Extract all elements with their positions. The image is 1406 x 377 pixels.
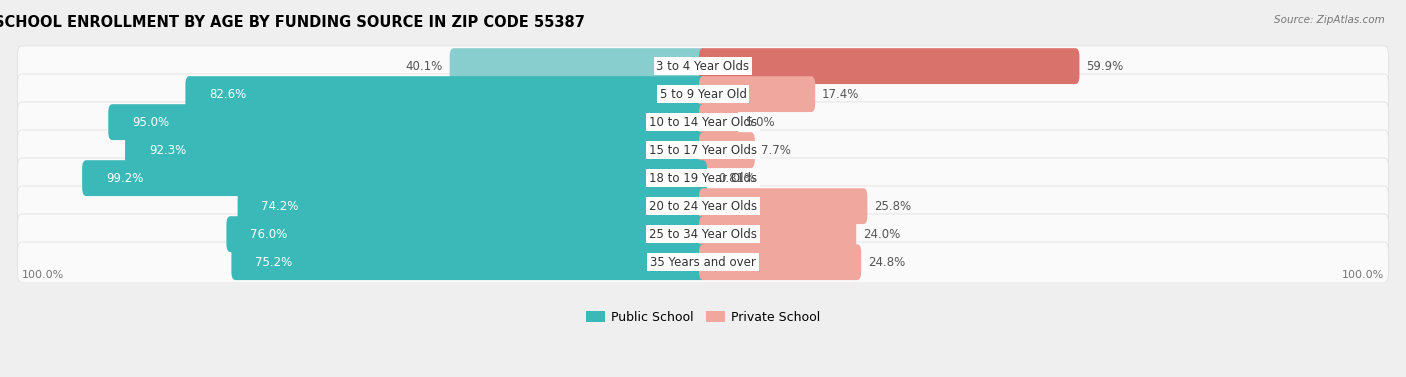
FancyBboxPatch shape (238, 188, 707, 224)
Text: 40.1%: 40.1% (406, 60, 443, 73)
Text: 15 to 17 Year Olds: 15 to 17 Year Olds (650, 144, 756, 156)
Text: 7.7%: 7.7% (762, 144, 792, 156)
FancyBboxPatch shape (699, 104, 738, 140)
FancyBboxPatch shape (699, 244, 862, 280)
Text: 3 to 4 Year Olds: 3 to 4 Year Olds (657, 60, 749, 73)
FancyBboxPatch shape (18, 74, 1388, 114)
FancyBboxPatch shape (699, 48, 1080, 84)
Text: 18 to 19 Year Olds: 18 to 19 Year Olds (650, 172, 756, 185)
Text: 76.0%: 76.0% (250, 228, 287, 241)
FancyBboxPatch shape (82, 160, 707, 196)
FancyBboxPatch shape (125, 132, 707, 168)
Legend: Public School, Private School: Public School, Private School (581, 306, 825, 329)
Text: 0.81%: 0.81% (718, 172, 756, 185)
Text: 25.8%: 25.8% (875, 200, 911, 213)
Text: 100.0%: 100.0% (1343, 270, 1385, 279)
FancyBboxPatch shape (18, 214, 1388, 254)
Text: 5.0%: 5.0% (745, 116, 775, 129)
Text: 24.8%: 24.8% (868, 256, 905, 269)
Text: 35 Years and over: 35 Years and over (650, 256, 756, 269)
FancyBboxPatch shape (108, 104, 707, 140)
FancyBboxPatch shape (232, 244, 707, 280)
Text: 20 to 24 Year Olds: 20 to 24 Year Olds (650, 200, 756, 213)
Text: 74.2%: 74.2% (262, 200, 299, 213)
FancyBboxPatch shape (18, 46, 1388, 86)
FancyBboxPatch shape (226, 216, 707, 252)
FancyBboxPatch shape (699, 188, 868, 224)
Text: 99.2%: 99.2% (105, 172, 143, 185)
FancyBboxPatch shape (18, 186, 1388, 226)
Text: 95.0%: 95.0% (132, 116, 169, 129)
Text: 24.0%: 24.0% (863, 228, 900, 241)
FancyBboxPatch shape (18, 242, 1388, 282)
Text: 59.9%: 59.9% (1085, 60, 1123, 73)
Text: 5 to 9 Year Old: 5 to 9 Year Old (659, 87, 747, 101)
FancyBboxPatch shape (699, 132, 755, 168)
Text: 75.2%: 75.2% (256, 256, 292, 269)
FancyBboxPatch shape (18, 130, 1388, 170)
Text: SCHOOL ENROLLMENT BY AGE BY FUNDING SOURCE IN ZIP CODE 55387: SCHOOL ENROLLMENT BY AGE BY FUNDING SOUR… (0, 15, 585, 30)
Text: Source: ZipAtlas.com: Source: ZipAtlas.com (1274, 15, 1385, 25)
FancyBboxPatch shape (699, 216, 856, 252)
Text: 10 to 14 Year Olds: 10 to 14 Year Olds (650, 116, 756, 129)
Text: 100.0%: 100.0% (21, 270, 63, 279)
Text: 17.4%: 17.4% (821, 87, 859, 101)
Text: 82.6%: 82.6% (209, 87, 246, 101)
FancyBboxPatch shape (699, 76, 815, 112)
Text: 25 to 34 Year Olds: 25 to 34 Year Olds (650, 228, 756, 241)
FancyBboxPatch shape (450, 48, 707, 84)
FancyBboxPatch shape (18, 158, 1388, 198)
Text: 92.3%: 92.3% (149, 144, 186, 156)
FancyBboxPatch shape (186, 76, 707, 112)
FancyBboxPatch shape (18, 102, 1388, 142)
